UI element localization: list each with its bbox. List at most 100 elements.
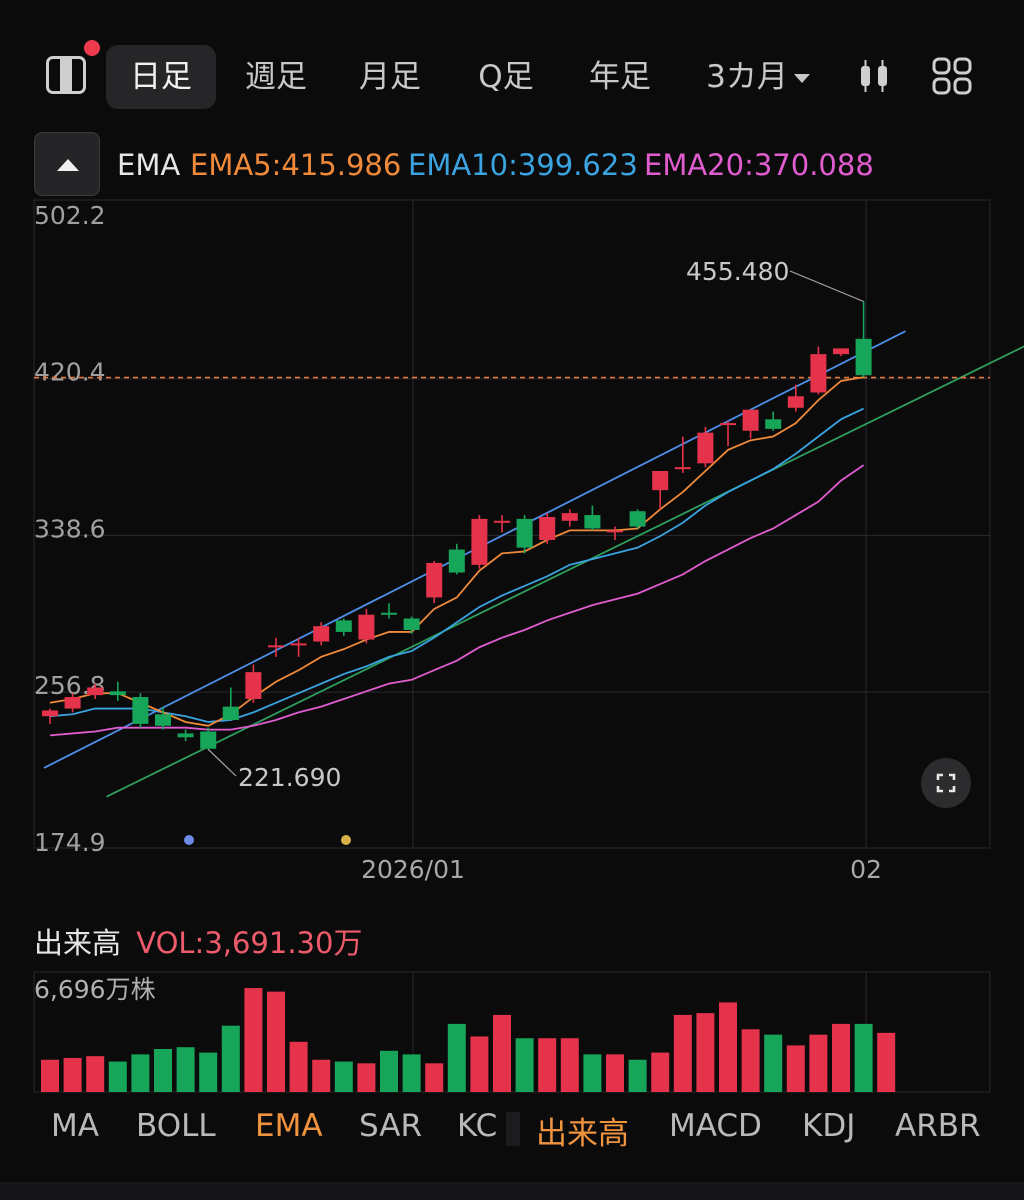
- ema10-value: EMA10:399.623: [408, 148, 638, 182]
- volume-bar: [741, 1029, 760, 1092]
- candle-body: [268, 645, 284, 648]
- trendline-lower: [106, 345, 1024, 798]
- volume-bar: [108, 1061, 127, 1092]
- volume-bar: [244, 988, 263, 1092]
- indicator-tabs: MA BOLL EMA SAR KC 出来高 MACD KDJ ARBR: [0, 1100, 1024, 1160]
- volume-bar: [560, 1038, 579, 1092]
- ema10-line: [49, 407, 864, 723]
- tab-volume[interactable]: 出来高: [536, 1116, 629, 1152]
- tab-macd[interactable]: MACD: [669, 1108, 762, 1144]
- candle-body: [652, 470, 669, 491]
- ema5-line: [49, 376, 864, 727]
- indicator-values-row: EMA EMA5:415.986 EMA10:399.623 EMA20:370…: [0, 130, 1024, 200]
- candle-body: [87, 687, 104, 696]
- range-label: 3カ月: [706, 59, 788, 95]
- volume-bar: [673, 1014, 692, 1092]
- candle-body: [607, 530, 623, 533]
- volume-bar: [131, 1054, 150, 1092]
- ema20-value: EMA20:370.088: [644, 148, 874, 182]
- candle-body: [426, 562, 443, 598]
- volume-bar: [425, 1063, 444, 1092]
- volume-title: 出来高: [34, 926, 122, 960]
- candle-body: [155, 714, 171, 726]
- x-tick-label: 02: [850, 855, 882, 884]
- event-marker: [341, 835, 351, 845]
- high-leader-line: [789, 270, 864, 303]
- high-price-label: 455.480: [686, 257, 789, 286]
- volume-bar: [402, 1054, 421, 1092]
- candle-body: [132, 697, 149, 724]
- tab-quarterly[interactable]: Q足: [478, 59, 534, 95]
- volume-bar: [832, 1023, 850, 1092]
- volume-bar: [63, 1057, 82, 1092]
- tab-sar[interactable]: SAR: [359, 1108, 422, 1144]
- volume-bar: [719, 1002, 737, 1092]
- x-tick-label: 2026/01: [361, 855, 465, 884]
- candle-body: [561, 513, 578, 521]
- candle-body: [109, 691, 126, 696]
- candle-body: [448, 549, 465, 573]
- tab-weekly[interactable]: 週足: [245, 59, 307, 95]
- volume-bar: [289, 1041, 308, 1092]
- volume-bar: [493, 1014, 511, 1092]
- candle-body: [471, 518, 488, 565]
- candle-body: [720, 423, 736, 426]
- volume-bar: [696, 1013, 715, 1092]
- tab-boll[interactable]: BOLL: [136, 1108, 216, 1144]
- volume-bar: [583, 1054, 602, 1092]
- tab-kc[interactable]: KC: [457, 1108, 498, 1144]
- candle-body: [177, 733, 194, 738]
- ema20-line: [49, 464, 865, 737]
- tab-daily[interactable]: 日足: [106, 45, 216, 109]
- tab-monthly[interactable]: 月足: [359, 59, 421, 95]
- volume-bar: [86, 1056, 105, 1092]
- range-dropdown[interactable]: 3カ月: [694, 45, 822, 109]
- bottom-strip: [0, 1182, 1024, 1200]
- candle-body: [742, 409, 759, 431]
- volume-header: 出来高 VOL:3,691.30万: [34, 920, 362, 962]
- tab-kdj[interactable]: KDJ: [802, 1108, 856, 1144]
- candle-body: [539, 516, 556, 540]
- volume-bar: [470, 1036, 489, 1092]
- volume-value: VOL:3,691.30万: [136, 926, 363, 960]
- candle-body: [313, 626, 330, 642]
- candle-body: [516, 518, 533, 548]
- volume-bar: [447, 1023, 466, 1092]
- ema5-value: EMA5:415.986: [190, 148, 402, 182]
- volume-bar: [176, 1047, 195, 1092]
- y-tick-label: 420.4: [34, 358, 106, 387]
- low-leader-line: [207, 748, 237, 777]
- event-marker: [184, 835, 194, 845]
- volume-bar: [786, 1045, 805, 1092]
- candle-body: [403, 618, 420, 630]
- candle-body: [358, 614, 375, 640]
- y-tick-label: 174.9: [34, 828, 106, 857]
- fullscreen-button[interactable]: [921, 758, 971, 808]
- candle-body: [629, 511, 646, 527]
- volume-max-label: 6,696万株: [34, 975, 156, 1004]
- candle-body: [222, 706, 239, 721]
- volume-bar: [606, 1054, 624, 1092]
- chevron-down-icon: [793, 74, 810, 83]
- volume-bar: [357, 1063, 376, 1092]
- y-tick-label: 256.8: [34, 671, 106, 700]
- fullscreen-icon: [936, 773, 956, 793]
- candle-body: [290, 643, 307, 646]
- collapse-button[interactable]: [34, 132, 100, 196]
- candle-body: [200, 731, 217, 749]
- layout-grid-icon[interactable]: [932, 57, 972, 95]
- candle-body: [494, 520, 510, 523]
- candle-style-icon[interactable]: [858, 58, 890, 94]
- candle-body: [765, 419, 782, 429]
- candle-body: [64, 697, 81, 709]
- tab-yearly[interactable]: 年足: [589, 59, 651, 95]
- candle-body: [674, 467, 691, 470]
- tab-ma[interactable]: MA: [51, 1108, 99, 1144]
- volume-bar: [515, 1038, 534, 1092]
- tab-arbr[interactable]: ARBR: [895, 1108, 981, 1144]
- tab-ema[interactable]: EMA: [255, 1108, 323, 1144]
- side-panel-icon[interactable]: [46, 40, 100, 96]
- candle-body: [697, 432, 714, 464]
- candlestick-chart[interactable]: 502.2 420.4 338.6 256.8 174.9 2026/01 02 455.48…: [0, 0, 1024, 1100]
- volume-bar: [809, 1034, 828, 1092]
